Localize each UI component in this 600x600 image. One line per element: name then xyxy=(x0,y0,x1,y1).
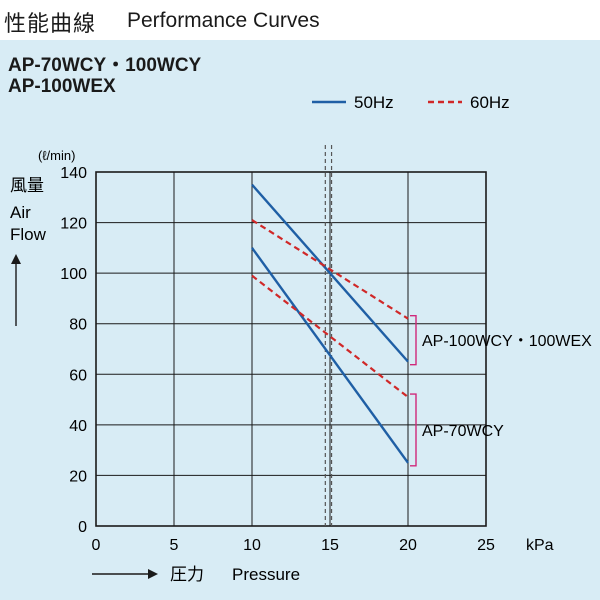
y-label-en-2: Flow xyxy=(10,225,47,244)
legend-label: 60Hz xyxy=(470,93,510,112)
x-tick-label: 15 xyxy=(321,537,339,554)
header: 性能曲線 Performance Curves xyxy=(0,0,600,40)
x-arrow-head xyxy=(148,569,158,579)
legend-label: 50Hz xyxy=(354,93,394,112)
annotations: AP-100WCY・100WEX AP-70WCY xyxy=(410,314,592,467)
y-unit-label: (ℓ/min) xyxy=(38,148,75,163)
y-tick-label: 100 xyxy=(60,266,87,283)
y-tick-label: 140 xyxy=(60,165,87,182)
y-tick-label: 40 xyxy=(69,418,87,435)
title-en: Performance Curves xyxy=(127,9,320,32)
series-line-50hz xyxy=(251,183,409,363)
annotation-bracket xyxy=(410,393,417,467)
y-tick-label: 20 xyxy=(69,468,87,485)
axis-labels: 風量 Air Flow 圧力 Pressure xyxy=(10,176,300,584)
x-label-en: Pressure xyxy=(232,565,300,584)
series-line-50hz xyxy=(251,247,409,464)
x-label-jp: 圧力 xyxy=(170,565,204,584)
model-line-1: AP-70WCY・100WCY xyxy=(8,55,202,76)
y-label-en-1: Air xyxy=(10,203,31,222)
legend: 50Hz 60Hz xyxy=(312,93,510,112)
y-tick-label: 0 xyxy=(78,519,87,536)
grid xyxy=(95,171,487,527)
y-tick-label: 120 xyxy=(60,216,87,233)
y-tick-label: 80 xyxy=(69,317,87,334)
y-label-jp: 風量 xyxy=(10,176,44,195)
y-tick-label: 60 xyxy=(69,367,87,384)
series-line-60hz xyxy=(251,274,409,398)
series-line-60hz xyxy=(251,219,409,320)
series xyxy=(251,183,409,464)
y-arrow-head xyxy=(11,254,21,264)
chart-panel: AP-70WCY・100WCY AP-100WEX xyxy=(0,40,600,600)
model-line-2: AP-100WEX xyxy=(8,76,116,97)
x-tick-label: 10 xyxy=(243,537,261,554)
tick-labels: 0 20 40 60 80 100 120 140 0 5 10 15 20 25 kPa (ℓ/min) xyxy=(38,148,554,554)
annotation-bracket xyxy=(410,314,417,366)
reference-lines xyxy=(324,145,333,526)
annotation-label: AP-70WCY xyxy=(422,423,504,440)
title-jp: 性能曲線 xyxy=(4,12,97,37)
x-tick-label: 5 xyxy=(170,537,179,554)
x-tick-label: 0 xyxy=(92,537,101,554)
plot-frame xyxy=(95,171,487,527)
x-unit-label: kPa xyxy=(526,537,554,554)
annotation-label: AP-100WCY・100WEX xyxy=(422,333,592,350)
x-tick-label: 20 xyxy=(399,537,417,554)
x-tick-label: 25 xyxy=(477,537,495,554)
